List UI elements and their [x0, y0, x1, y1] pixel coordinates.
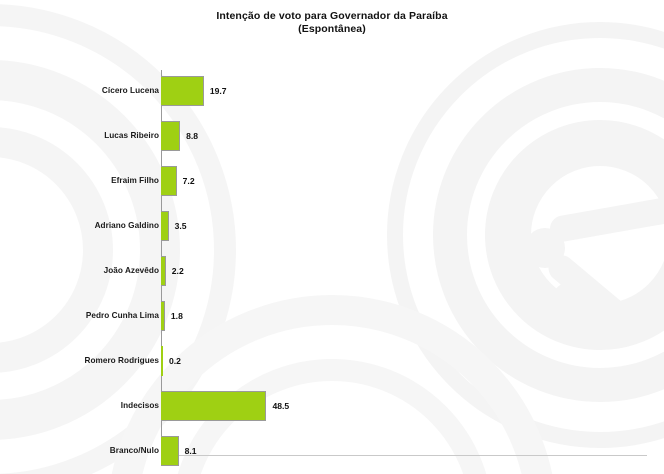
bar	[161, 346, 163, 376]
category-label: Cícero Lucena	[101, 86, 159, 95]
bar	[161, 121, 181, 151]
category-label: Efraim Filho	[111, 176, 159, 185]
value-label: 19.7	[209, 86, 227, 96]
bar-row: Pedro Cunha Lima 1.8	[0, 301, 664, 331]
bar	[161, 76, 204, 106]
category-label: Indecisos	[120, 401, 159, 410]
bar	[161, 256, 166, 286]
bar-row: Indecisos 48.5	[0, 391, 664, 421]
category-label: Pedro Cunha Lima	[85, 311, 159, 320]
category-label: Branco/Nulo	[109, 446, 159, 455]
value-label: 48.5	[272, 401, 290, 411]
value-label: 7.2	[182, 176, 195, 186]
value-label: 8.1	[184, 446, 197, 456]
chart-title: Intenção de voto para Governador da Para…	[216, 10, 448, 22]
chart-title-block: Intenção de voto para Governador da Para…	[0, 10, 664, 36]
value-label: 3.5	[174, 221, 187, 231]
category-label: João Azevêdo	[103, 266, 159, 275]
bar-row: Adriano Galdino 3.5	[0, 211, 664, 241]
bar	[161, 436, 179, 466]
chart-subtitle: (Espontânea)	[298, 23, 366, 35]
bar-row: Lucas Ribeiro 8.8	[0, 121, 664, 151]
bar-row: João Azevêdo 2.2	[0, 256, 664, 286]
value-label: 1.8	[170, 311, 183, 321]
category-label: Romero Rodrigues	[84, 356, 159, 365]
value-label: 8.8	[186, 131, 199, 141]
bar-row: Efraim Filho 7.2	[0, 166, 664, 196]
value-label: 2.2	[171, 266, 184, 276]
value-label: 0.2	[169, 356, 181, 366]
bar	[161, 301, 165, 331]
bar-row: Romero Rodrigues 0.2	[0, 346, 664, 376]
category-label: Lucas Ribeiro	[104, 131, 159, 140]
bar-row: Branco/Nulo 8.1	[0, 436, 664, 466]
bar	[161, 391, 267, 421]
bar	[161, 166, 177, 196]
bar-row: Cícero Lucena 19.7	[0, 76, 664, 106]
bar	[161, 211, 169, 241]
category-label: Adriano Galdino	[94, 221, 159, 230]
